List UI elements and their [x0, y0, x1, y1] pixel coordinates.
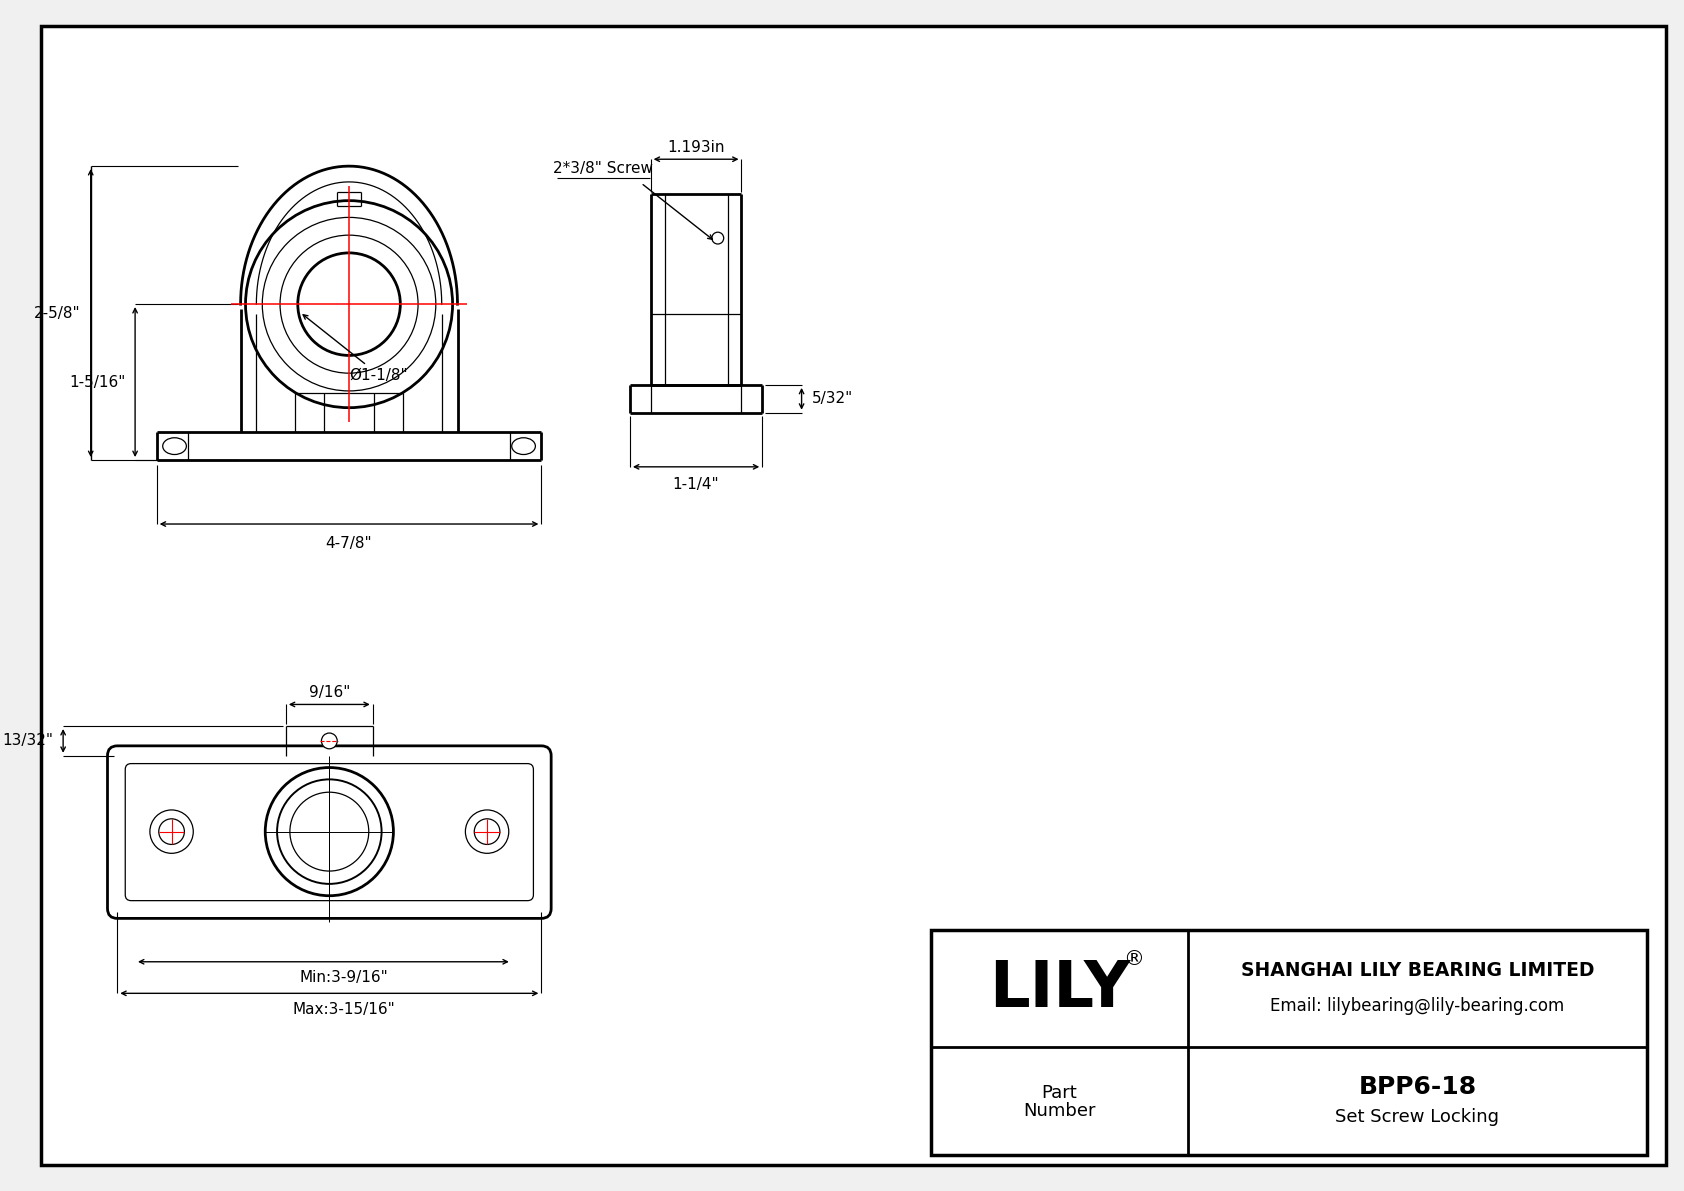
Circle shape	[322, 732, 337, 749]
Bar	[931, 930, 1647, 1155]
Text: 2-5/8": 2-5/8"	[34, 306, 81, 320]
Text: BPP6-18: BPP6-18	[1359, 1075, 1477, 1099]
Text: 1-1/4": 1-1/4"	[674, 478, 719, 492]
Circle shape	[158, 819, 184, 844]
Text: Max:3-15/16": Max:3-15/16"	[293, 1002, 396, 1017]
Text: 1-5/16": 1-5/16"	[69, 374, 125, 389]
Circle shape	[150, 810, 194, 853]
Text: 4-7/8": 4-7/8"	[325, 536, 372, 551]
Text: Number: Number	[1024, 1102, 1096, 1120]
FancyBboxPatch shape	[108, 746, 551, 918]
Text: Min:3-9/16": Min:3-9/16"	[300, 969, 389, 985]
Text: Set Screw Locking: Set Screw Locking	[1335, 1108, 1499, 1125]
Text: SHANGHAI LILY BEARING LIMITED: SHANGHAI LILY BEARING LIMITED	[1241, 961, 1595, 980]
Ellipse shape	[163, 438, 187, 455]
Circle shape	[465, 810, 509, 853]
Text: ®: ®	[1123, 949, 1143, 969]
Text: Ø1-1/8": Ø1-1/8"	[349, 368, 408, 382]
Text: 5/32": 5/32"	[812, 392, 852, 406]
Text: 2*3/8" Screw: 2*3/8" Screw	[554, 161, 653, 175]
Text: 13/32": 13/32"	[2, 734, 54, 748]
Circle shape	[475, 819, 500, 844]
Circle shape	[712, 232, 724, 244]
Text: 1.193in: 1.193in	[667, 139, 724, 155]
Text: Part: Part	[1042, 1084, 1078, 1102]
Text: LILY: LILY	[989, 958, 1130, 1019]
Ellipse shape	[512, 438, 536, 455]
Text: 9/16": 9/16"	[308, 685, 350, 700]
Text: Email: lilybearing@lily-bearing.com: Email: lilybearing@lily-bearing.com	[1270, 997, 1564, 1016]
